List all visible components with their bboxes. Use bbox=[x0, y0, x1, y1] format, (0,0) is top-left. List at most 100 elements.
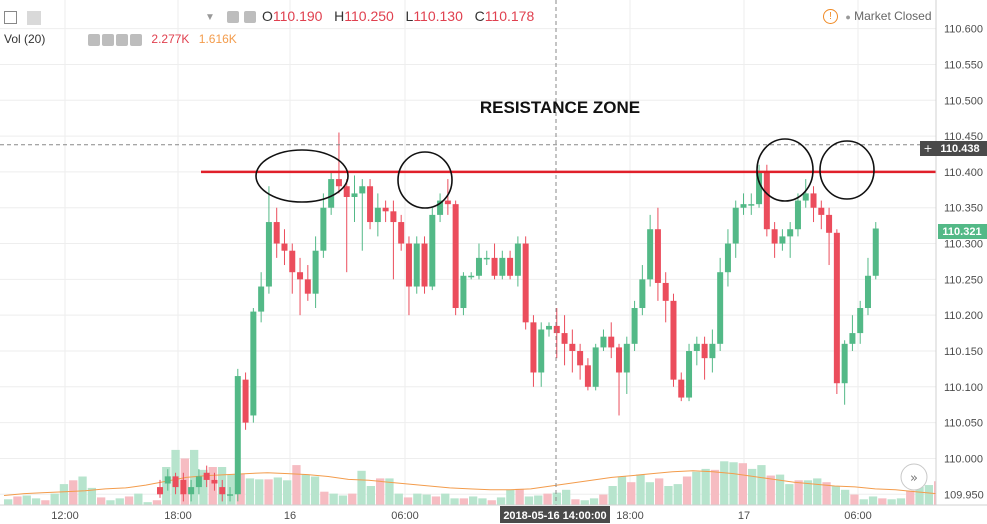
volume-bar bbox=[589, 498, 599, 505]
candle-body bbox=[242, 379, 249, 423]
candle-body bbox=[686, 350, 693, 398]
y-tick-label: 109.950 bbox=[944, 489, 984, 501]
volume-bar bbox=[562, 489, 571, 505]
volume-bar bbox=[69, 480, 78, 505]
open-value: 110.190 bbox=[272, 8, 323, 24]
candle bbox=[662, 272, 669, 323]
volume-bar bbox=[329, 493, 338, 505]
close-icon[interactable] bbox=[130, 33, 143, 46]
candle-body bbox=[693, 343, 700, 351]
candle bbox=[437, 193, 444, 223]
volume-bar bbox=[924, 485, 933, 505]
candle bbox=[748, 193, 755, 215]
dropdown-chevron-icon[interactable]: ▼ bbox=[205, 12, 215, 23]
x-axis-ticks: 12:00 18:00 16 06:00 18:00 17 06:00 bbox=[51, 510, 872, 522]
candle-body bbox=[390, 211, 397, 223]
candle-body bbox=[647, 229, 654, 280]
candle-body bbox=[514, 243, 521, 276]
candle-body bbox=[180, 479, 187, 495]
candle-body bbox=[320, 207, 327, 251]
volume-bar bbox=[366, 486, 375, 505]
candle bbox=[483, 250, 490, 266]
candle-body bbox=[499, 257, 506, 276]
candle-body bbox=[561, 333, 568, 344]
candle bbox=[538, 322, 545, 387]
volume-bar bbox=[227, 474, 236, 505]
candle-body bbox=[756, 171, 763, 205]
volume-bar bbox=[915, 486, 924, 505]
candle-body bbox=[569, 343, 576, 351]
volume-bar bbox=[496, 497, 506, 505]
candle bbox=[351, 175, 358, 223]
visibility-icon[interactable] bbox=[88, 33, 101, 46]
candle-body bbox=[297, 272, 304, 280]
candle-body bbox=[227, 494, 234, 496]
y-axis-ticks: 110.600 110.550 110.500 110.450 110.400 110.3… bbox=[944, 24, 984, 502]
candle bbox=[188, 479, 195, 502]
volume-bar bbox=[115, 498, 124, 505]
add-icon[interactable] bbox=[116, 33, 129, 46]
volume-bar bbox=[552, 492, 561, 505]
candle bbox=[693, 336, 700, 366]
volume-bar bbox=[682, 476, 692, 505]
candle bbox=[475, 243, 482, 280]
volume-bar bbox=[655, 478, 664, 505]
volume-bar bbox=[729, 462, 738, 505]
market-status: ! ● Market Closed bbox=[823, 9, 932, 25]
candle bbox=[382, 200, 389, 223]
candle-body bbox=[701, 343, 708, 359]
y-tick-label: 110.450 bbox=[944, 131, 983, 143]
collapse-icon[interactable] bbox=[4, 11, 17, 25]
volume-bar bbox=[320, 491, 329, 505]
candle-body bbox=[328, 179, 335, 208]
candle-body bbox=[452, 204, 459, 309]
volume-bar bbox=[906, 490, 915, 505]
candle bbox=[258, 272, 265, 323]
candle bbox=[304, 265, 311, 301]
candle-body bbox=[203, 472, 210, 480]
candle-body bbox=[304, 279, 311, 294]
visibility-icon[interactable] bbox=[226, 10, 239, 23]
scroll-right-button[interactable]: » bbox=[900, 463, 928, 491]
candle-body bbox=[405, 243, 412, 287]
candle bbox=[164, 469, 171, 491]
candle bbox=[507, 250, 514, 280]
candle bbox=[794, 193, 801, 237]
settings-icon[interactable] bbox=[244, 10, 257, 23]
candle-body bbox=[413, 243, 420, 287]
volume-bar bbox=[580, 500, 589, 505]
candle bbox=[864, 257, 871, 316]
y-tick-label: 110.500 bbox=[944, 95, 983, 107]
volume-bar bbox=[348, 493, 357, 505]
volume-bar bbox=[534, 495, 543, 505]
candle-body bbox=[351, 193, 358, 197]
candle-body bbox=[584, 365, 591, 387]
candle bbox=[732, 200, 739, 258]
close-value: 110.178 bbox=[484, 8, 535, 24]
close-key: C bbox=[474, 8, 485, 24]
volume-value: 2.277K bbox=[151, 32, 190, 46]
candle bbox=[841, 340, 848, 405]
volume-bar bbox=[608, 486, 617, 505]
y-tick-label: 110.150 bbox=[944, 346, 983, 358]
volume-bar bbox=[738, 463, 747, 505]
volume-bar bbox=[190, 449, 199, 505]
y-tick-label: 110.000 bbox=[944, 453, 983, 465]
candle-body bbox=[717, 272, 724, 344]
x-tick-label: 18:00 bbox=[616, 510, 644, 522]
candle bbox=[227, 487, 234, 502]
candle-body bbox=[623, 343, 630, 373]
candle-body bbox=[491, 257, 498, 276]
volume-bar bbox=[878, 498, 887, 505]
volume-bar bbox=[720, 461, 729, 505]
volume-bar bbox=[301, 474, 310, 505]
volume-bar bbox=[255, 479, 264, 505]
settings-icon[interactable] bbox=[102, 33, 115, 46]
crosshair-price-badge bbox=[920, 141, 987, 156]
candle-body bbox=[312, 250, 319, 294]
volume-bar bbox=[422, 494, 431, 505]
crosshair-plus-icon: + bbox=[923, 142, 932, 155]
volume-bar bbox=[310, 476, 320, 505]
candle-body bbox=[273, 222, 280, 244]
